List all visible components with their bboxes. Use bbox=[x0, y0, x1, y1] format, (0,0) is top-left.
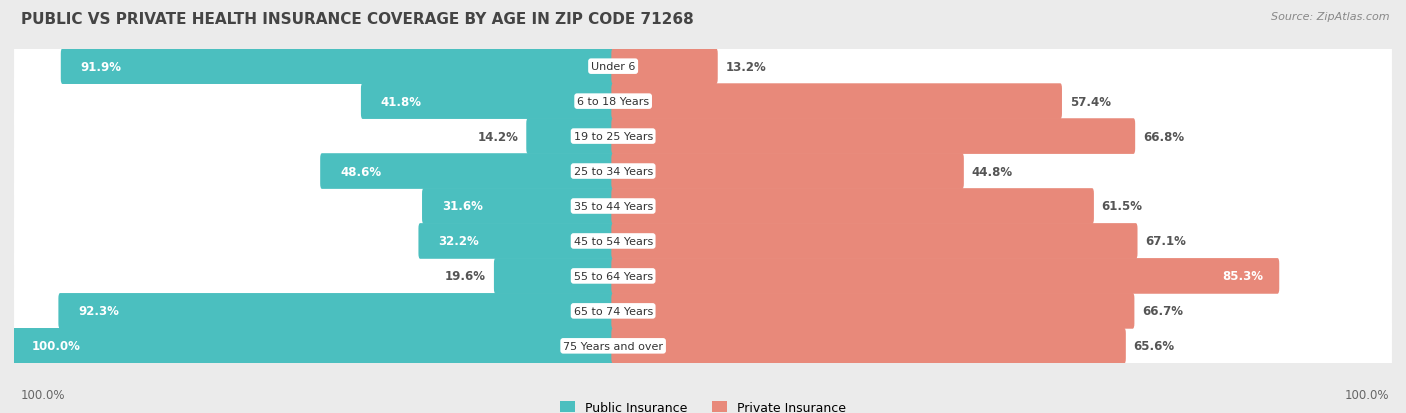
FancyBboxPatch shape bbox=[612, 223, 1137, 259]
Text: 92.3%: 92.3% bbox=[79, 305, 120, 318]
Text: 75 Years and over: 75 Years and over bbox=[564, 341, 664, 351]
FancyBboxPatch shape bbox=[14, 145, 1392, 199]
Text: 91.9%: 91.9% bbox=[80, 61, 121, 74]
Text: PUBLIC VS PRIVATE HEALTH INSURANCE COVERAGE BY AGE IN ZIP CODE 71268: PUBLIC VS PRIVATE HEALTH INSURANCE COVER… bbox=[21, 12, 693, 27]
FancyBboxPatch shape bbox=[361, 84, 614, 120]
FancyBboxPatch shape bbox=[422, 189, 614, 224]
Text: 14.2%: 14.2% bbox=[478, 130, 519, 143]
FancyBboxPatch shape bbox=[612, 293, 1135, 329]
Text: 61.5%: 61.5% bbox=[1102, 200, 1143, 213]
FancyBboxPatch shape bbox=[612, 119, 1135, 154]
Text: 31.6%: 31.6% bbox=[441, 200, 482, 213]
Legend: Public Insurance, Private Insurance: Public Insurance, Private Insurance bbox=[560, 401, 846, 413]
Text: 55 to 64 Years: 55 to 64 Years bbox=[574, 271, 652, 281]
FancyBboxPatch shape bbox=[14, 249, 1392, 304]
Text: 41.8%: 41.8% bbox=[381, 95, 422, 108]
Text: 45 to 54 Years: 45 to 54 Years bbox=[574, 236, 652, 247]
FancyBboxPatch shape bbox=[14, 179, 1392, 234]
FancyBboxPatch shape bbox=[14, 319, 1392, 373]
Text: 57.4%: 57.4% bbox=[1070, 95, 1111, 108]
Text: 66.7%: 66.7% bbox=[1142, 305, 1184, 318]
FancyBboxPatch shape bbox=[14, 214, 1392, 268]
Text: 32.2%: 32.2% bbox=[439, 235, 479, 248]
Text: Source: ZipAtlas.com: Source: ZipAtlas.com bbox=[1271, 12, 1389, 22]
Text: 100.0%: 100.0% bbox=[21, 388, 66, 401]
FancyBboxPatch shape bbox=[494, 259, 614, 294]
Text: 13.2%: 13.2% bbox=[725, 61, 766, 74]
FancyBboxPatch shape bbox=[612, 49, 717, 85]
FancyBboxPatch shape bbox=[612, 328, 1126, 364]
Text: 100.0%: 100.0% bbox=[32, 339, 82, 352]
FancyBboxPatch shape bbox=[612, 84, 1062, 120]
Text: Under 6: Under 6 bbox=[591, 62, 636, 72]
Text: 66.8%: 66.8% bbox=[1143, 130, 1184, 143]
Text: 6 to 18 Years: 6 to 18 Years bbox=[576, 97, 650, 107]
FancyBboxPatch shape bbox=[60, 49, 614, 85]
FancyBboxPatch shape bbox=[321, 154, 614, 190]
FancyBboxPatch shape bbox=[526, 119, 614, 154]
Text: 65 to 74 Years: 65 to 74 Years bbox=[574, 306, 652, 316]
FancyBboxPatch shape bbox=[612, 259, 1279, 294]
Text: 48.6%: 48.6% bbox=[340, 165, 381, 178]
FancyBboxPatch shape bbox=[612, 189, 1094, 224]
Text: 44.8%: 44.8% bbox=[972, 165, 1012, 178]
FancyBboxPatch shape bbox=[14, 75, 1392, 129]
FancyBboxPatch shape bbox=[59, 293, 614, 329]
Text: 25 to 34 Years: 25 to 34 Years bbox=[574, 166, 652, 177]
FancyBboxPatch shape bbox=[13, 328, 614, 364]
FancyBboxPatch shape bbox=[14, 284, 1392, 338]
FancyBboxPatch shape bbox=[14, 109, 1392, 164]
FancyBboxPatch shape bbox=[14, 40, 1392, 94]
FancyBboxPatch shape bbox=[612, 154, 965, 190]
Text: 85.3%: 85.3% bbox=[1222, 270, 1263, 283]
Text: 100.0%: 100.0% bbox=[1344, 388, 1389, 401]
Text: 67.1%: 67.1% bbox=[1146, 235, 1187, 248]
FancyBboxPatch shape bbox=[419, 223, 614, 259]
Text: 35 to 44 Years: 35 to 44 Years bbox=[574, 202, 652, 211]
Text: 19 to 25 Years: 19 to 25 Years bbox=[574, 132, 652, 142]
Text: 19.6%: 19.6% bbox=[446, 270, 486, 283]
Text: 65.6%: 65.6% bbox=[1133, 339, 1175, 352]
